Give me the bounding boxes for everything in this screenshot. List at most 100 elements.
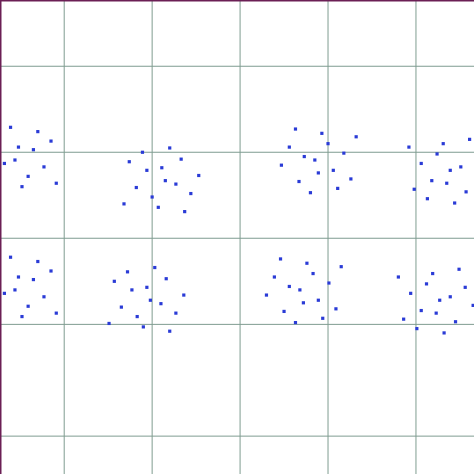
point xyxy=(313,158,317,162)
point xyxy=(316,171,320,175)
point xyxy=(278,257,283,261)
point xyxy=(402,317,406,321)
point xyxy=(42,295,46,299)
point xyxy=(419,161,423,166)
point xyxy=(49,269,53,273)
point xyxy=(441,142,445,146)
point xyxy=(409,291,413,295)
point xyxy=(8,125,13,129)
point xyxy=(302,154,306,159)
point xyxy=(448,168,452,172)
point xyxy=(54,181,58,185)
point xyxy=(159,302,163,306)
point xyxy=(49,139,53,143)
point xyxy=(135,314,139,319)
point xyxy=(459,165,463,169)
point xyxy=(145,285,149,289)
point xyxy=(182,293,186,297)
point xyxy=(13,158,17,162)
point xyxy=(150,195,154,199)
point xyxy=(326,142,330,146)
point xyxy=(305,261,309,265)
point xyxy=(431,271,435,276)
point xyxy=(16,145,21,149)
point xyxy=(293,127,298,131)
point xyxy=(54,311,58,315)
point xyxy=(463,285,467,289)
point xyxy=(107,321,111,326)
point xyxy=(26,304,30,308)
point xyxy=(293,320,298,325)
point xyxy=(189,191,193,196)
point xyxy=(279,163,284,167)
point xyxy=(321,316,325,320)
point xyxy=(36,130,40,134)
point xyxy=(36,259,40,264)
point xyxy=(26,174,30,178)
point xyxy=(183,210,187,214)
point xyxy=(419,308,423,313)
point xyxy=(148,298,152,302)
point xyxy=(320,131,324,135)
point xyxy=(168,329,172,333)
point xyxy=(20,185,24,189)
point xyxy=(145,168,149,172)
point xyxy=(127,160,131,164)
point xyxy=(130,288,134,292)
point xyxy=(125,270,130,274)
point xyxy=(311,271,315,276)
point xyxy=(168,146,172,150)
point xyxy=(457,267,461,271)
point xyxy=(438,298,442,302)
point xyxy=(282,309,286,314)
point xyxy=(164,277,168,281)
point xyxy=(468,137,472,141)
point xyxy=(331,168,335,172)
point xyxy=(334,307,338,311)
point xyxy=(316,298,320,302)
point xyxy=(445,181,449,185)
point xyxy=(287,145,291,149)
point xyxy=(453,201,457,205)
point xyxy=(140,150,145,154)
point xyxy=(407,145,411,149)
point xyxy=(42,165,46,169)
point xyxy=(430,179,434,183)
point xyxy=(396,275,400,279)
point xyxy=(31,148,36,152)
point xyxy=(442,331,446,335)
point xyxy=(339,265,343,269)
point xyxy=(160,166,164,170)
point xyxy=(354,135,358,139)
point xyxy=(301,301,305,305)
point xyxy=(179,157,183,161)
point xyxy=(264,293,269,297)
point xyxy=(134,185,138,190)
point xyxy=(272,275,276,279)
point xyxy=(342,151,346,155)
point xyxy=(434,311,438,315)
point xyxy=(163,179,167,183)
point xyxy=(448,295,452,299)
point xyxy=(122,202,126,206)
point xyxy=(174,311,178,315)
point xyxy=(453,320,458,324)
point xyxy=(287,284,291,289)
point xyxy=(415,327,419,331)
point xyxy=(425,197,429,201)
point xyxy=(16,275,21,279)
point xyxy=(141,325,145,329)
point xyxy=(297,179,301,184)
point xyxy=(308,191,313,195)
point xyxy=(336,186,340,190)
point xyxy=(298,288,302,292)
point xyxy=(424,282,429,286)
point xyxy=(153,265,157,270)
point xyxy=(2,161,6,166)
point xyxy=(349,177,353,181)
point xyxy=(174,182,178,186)
